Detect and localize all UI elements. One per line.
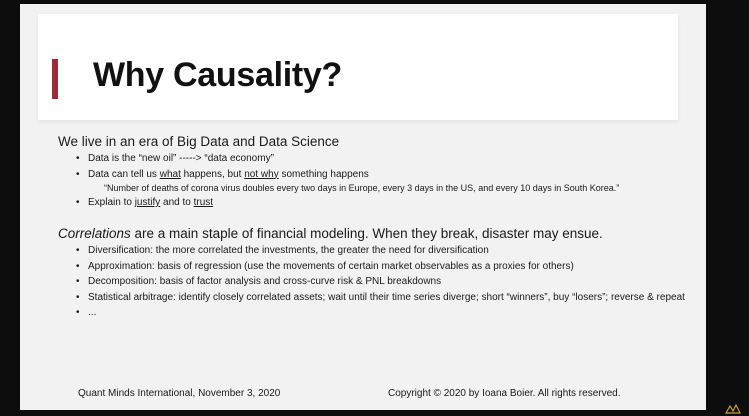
bullet-text: Explain to — [88, 197, 135, 208]
bullet-text: Statistical arbitrage: identify closely … — [88, 291, 685, 303]
title-area: Why Causality? — [38, 14, 678, 120]
corona-quote: “Number of deaths of corona virus double… — [104, 182, 620, 193]
slide-content: We live in an era of Big Data and Data S… — [58, 134, 698, 322]
underlined-what: what — [159, 168, 181, 180]
bullet-text: and to — [160, 197, 194, 208]
bullet-text: Data is the “new oil” -----> “data econo… — [88, 153, 274, 164]
title-accent-bar — [52, 59, 58, 99]
list-item: Data is the “new oil” -----> “data econo… — [76, 152, 698, 165]
bullet-text: ... — [88, 307, 97, 318]
bullet-text: Decomposition: basis of factor analysis … — [88, 276, 442, 287]
footer-event: Quant Minds International, November 3, 2… — [78, 388, 281, 399]
section1-list: Data is the “new oil” -----> “data econo… — [58, 152, 698, 209]
slide: Why Causality? We live in an era of Big … — [20, 4, 706, 410]
underlined-trust: trust — [193, 197, 214, 208]
section2-heading-rest: are a main staple of financial modeling.… — [130, 226, 603, 241]
bullet-text: happens, but — [180, 168, 245, 180]
list-item: Explain to justify and to trust — [76, 196, 698, 209]
list-item: Approximation: basis of regression (use … — [76, 260, 698, 273]
section1-heading: We live in an era of Big Data and Data S… — [58, 134, 340, 149]
underlined-not-why: not why — [244, 168, 279, 180]
section2-heading: Correlations are a main staple of financ… — [58, 226, 698, 241]
list-item: Data can tell us what happens, but not w… — [76, 168, 698, 194]
bullet-text: something happens — [278, 168, 369, 180]
list-item: Diversification: the more correlated the… — [76, 244, 698, 257]
footer-copyright: Copyright © 2020 by Ioana Boier. All rig… — [388, 388, 621, 399]
list-item: ... — [76, 306, 698, 319]
correlations-italic: Correlations — [58, 226, 131, 241]
slide-title: Why Causality? — [93, 56, 342, 94]
list-item: Decomposition: basis of factor analysis … — [76, 275, 698, 288]
underlined-justify: justify — [134, 197, 161, 208]
bullet-text: Approximation: basis of regression (use … — [88, 260, 574, 272]
list-item: Statistical arbitrage: identify closely … — [76, 291, 688, 304]
section2-list: Diversification: the more correlated the… — [58, 244, 698, 319]
bullet-text: Data can tell us — [88, 168, 160, 180]
bullet-text: Diversification: the more correlated the… — [88, 245, 489, 256]
corner-logo-icon — [725, 404, 741, 414]
